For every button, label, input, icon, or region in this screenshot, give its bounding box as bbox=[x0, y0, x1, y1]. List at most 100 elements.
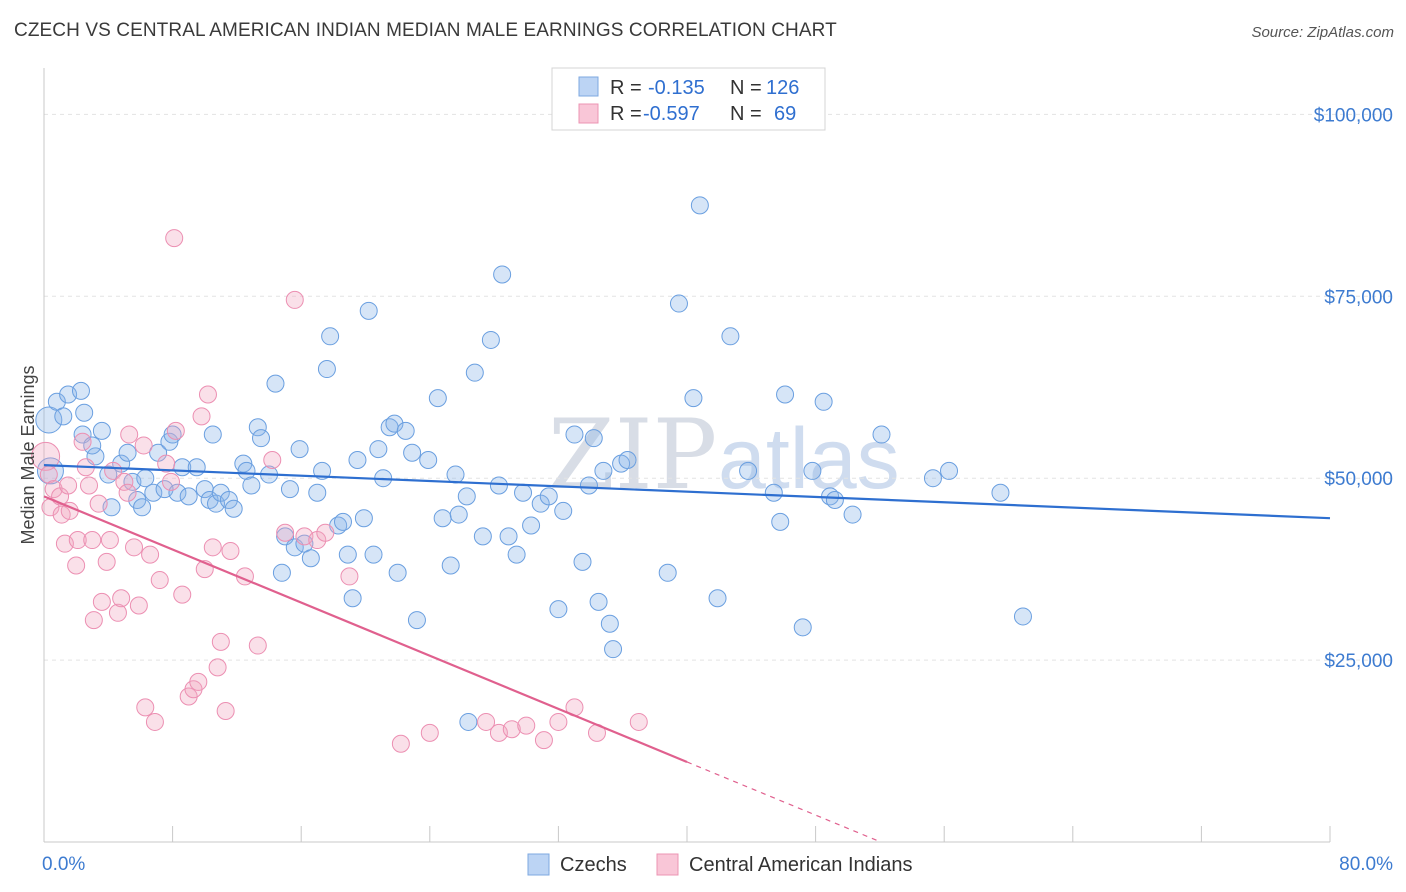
cai-point bbox=[112, 589, 131, 608]
czech-point bbox=[481, 330, 500, 349]
czech-point bbox=[721, 327, 740, 346]
czech-point bbox=[359, 301, 378, 320]
czech-point bbox=[272, 563, 291, 582]
czech-point bbox=[237, 461, 256, 480]
czech-point bbox=[144, 483, 163, 502]
trend-lines bbox=[43, 463, 1331, 843]
cai-point bbox=[31, 441, 61, 471]
czech-point bbox=[388, 563, 407, 582]
czech-point bbox=[449, 505, 468, 524]
czech-point bbox=[764, 483, 783, 502]
czech-point bbox=[825, 491, 844, 510]
czech-point bbox=[280, 480, 299, 499]
czech-point bbox=[776, 385, 795, 404]
cai-point bbox=[97, 552, 116, 571]
czech-point bbox=[814, 392, 833, 411]
cai-point bbox=[84, 611, 103, 630]
czech-point bbox=[248, 418, 267, 437]
czech-point bbox=[419, 451, 438, 469]
czech-point bbox=[364, 545, 383, 564]
cai-point bbox=[134, 436, 153, 455]
czech-point bbox=[83, 436, 102, 455]
czech-point bbox=[507, 545, 526, 564]
czech-point bbox=[354, 509, 373, 528]
czech-point bbox=[71, 381, 90, 400]
cai-point bbox=[136, 698, 155, 717]
czech-point bbox=[54, 407, 73, 426]
czech-point bbox=[313, 461, 332, 480]
cai-point bbox=[534, 731, 553, 750]
czech-point bbox=[493, 265, 512, 284]
y-tick-label-1: $50,000 bbox=[1324, 469, 1393, 490]
czech-point bbox=[565, 425, 584, 444]
czech-point bbox=[991, 483, 1010, 502]
czech-point bbox=[473, 527, 492, 546]
czech-point bbox=[618, 451, 637, 469]
cai-point bbox=[316, 523, 335, 542]
czech-point bbox=[669, 294, 688, 313]
legend-r-label-2: R = bbox=[610, 103, 642, 125]
czech-point bbox=[428, 389, 447, 408]
czech-point bbox=[308, 483, 327, 502]
czech-point bbox=[403, 443, 422, 462]
cai-point bbox=[216, 702, 235, 721]
czech-point bbox=[843, 505, 862, 524]
czech-point bbox=[465, 363, 484, 382]
cai-point bbox=[192, 407, 211, 426]
czech-point bbox=[99, 465, 118, 484]
czech-point bbox=[163, 425, 182, 444]
y-tick-labels: $25,000 $50,000 $75,000 $100,000 bbox=[1314, 105, 1393, 672]
cai-point bbox=[67, 556, 86, 575]
czech-point bbox=[333, 512, 352, 531]
legend-r-value-1: -0.135 bbox=[648, 77, 705, 99]
czech-point bbox=[343, 589, 362, 608]
cai-point bbox=[161, 472, 180, 491]
czech-point bbox=[514, 483, 533, 502]
legend-n-label-1: N = bbox=[730, 77, 762, 99]
czech-point bbox=[940, 461, 959, 480]
czech-point bbox=[658, 563, 677, 582]
cai-point bbox=[129, 596, 148, 615]
czech-point bbox=[522, 516, 541, 535]
czech-point bbox=[554, 501, 573, 520]
czech-point bbox=[348, 451, 367, 469]
czech-point bbox=[203, 425, 222, 444]
czech-point bbox=[793, 618, 812, 637]
cai-point bbox=[629, 712, 648, 731]
x-tick-label-max: 80.0% bbox=[1339, 854, 1393, 875]
czech-point bbox=[690, 196, 709, 215]
czech-point bbox=[187, 458, 206, 477]
cai-point bbox=[248, 636, 267, 655]
y-tick-label-2: $75,000 bbox=[1324, 287, 1393, 308]
czech-point bbox=[1013, 607, 1032, 626]
cai-point bbox=[477, 712, 496, 731]
czech-point bbox=[446, 465, 465, 484]
legend-swatch-czechs bbox=[578, 76, 599, 97]
cai-point bbox=[391, 734, 410, 753]
czech-point bbox=[872, 425, 891, 444]
czech-point bbox=[803, 461, 822, 480]
cai-point bbox=[340, 567, 359, 586]
czech-point bbox=[739, 461, 758, 480]
cai-point bbox=[68, 531, 87, 550]
bottom-legend-swatch-cai bbox=[656, 853, 679, 876]
czech-point bbox=[923, 469, 942, 488]
cai-point bbox=[92, 592, 111, 611]
czech-point bbox=[457, 487, 476, 506]
cai-point bbox=[198, 385, 217, 404]
x-tick-label-min: 0.0% bbox=[42, 854, 85, 875]
legend-r-value-2: -0.597 bbox=[643, 103, 700, 125]
cai-point bbox=[157, 454, 176, 473]
czech-point bbox=[219, 491, 238, 510]
czech-point bbox=[499, 527, 518, 546]
czech-point bbox=[252, 429, 271, 448]
cai-point bbox=[108, 603, 127, 622]
czech-point bbox=[338, 545, 357, 564]
czech-point bbox=[708, 589, 727, 608]
cai-point bbox=[420, 723, 439, 742]
cai-point bbox=[100, 531, 119, 550]
czech-point bbox=[92, 421, 111, 440]
czech-point bbox=[396, 421, 415, 440]
czech-point bbox=[771, 512, 790, 531]
czech-point bbox=[594, 461, 613, 480]
